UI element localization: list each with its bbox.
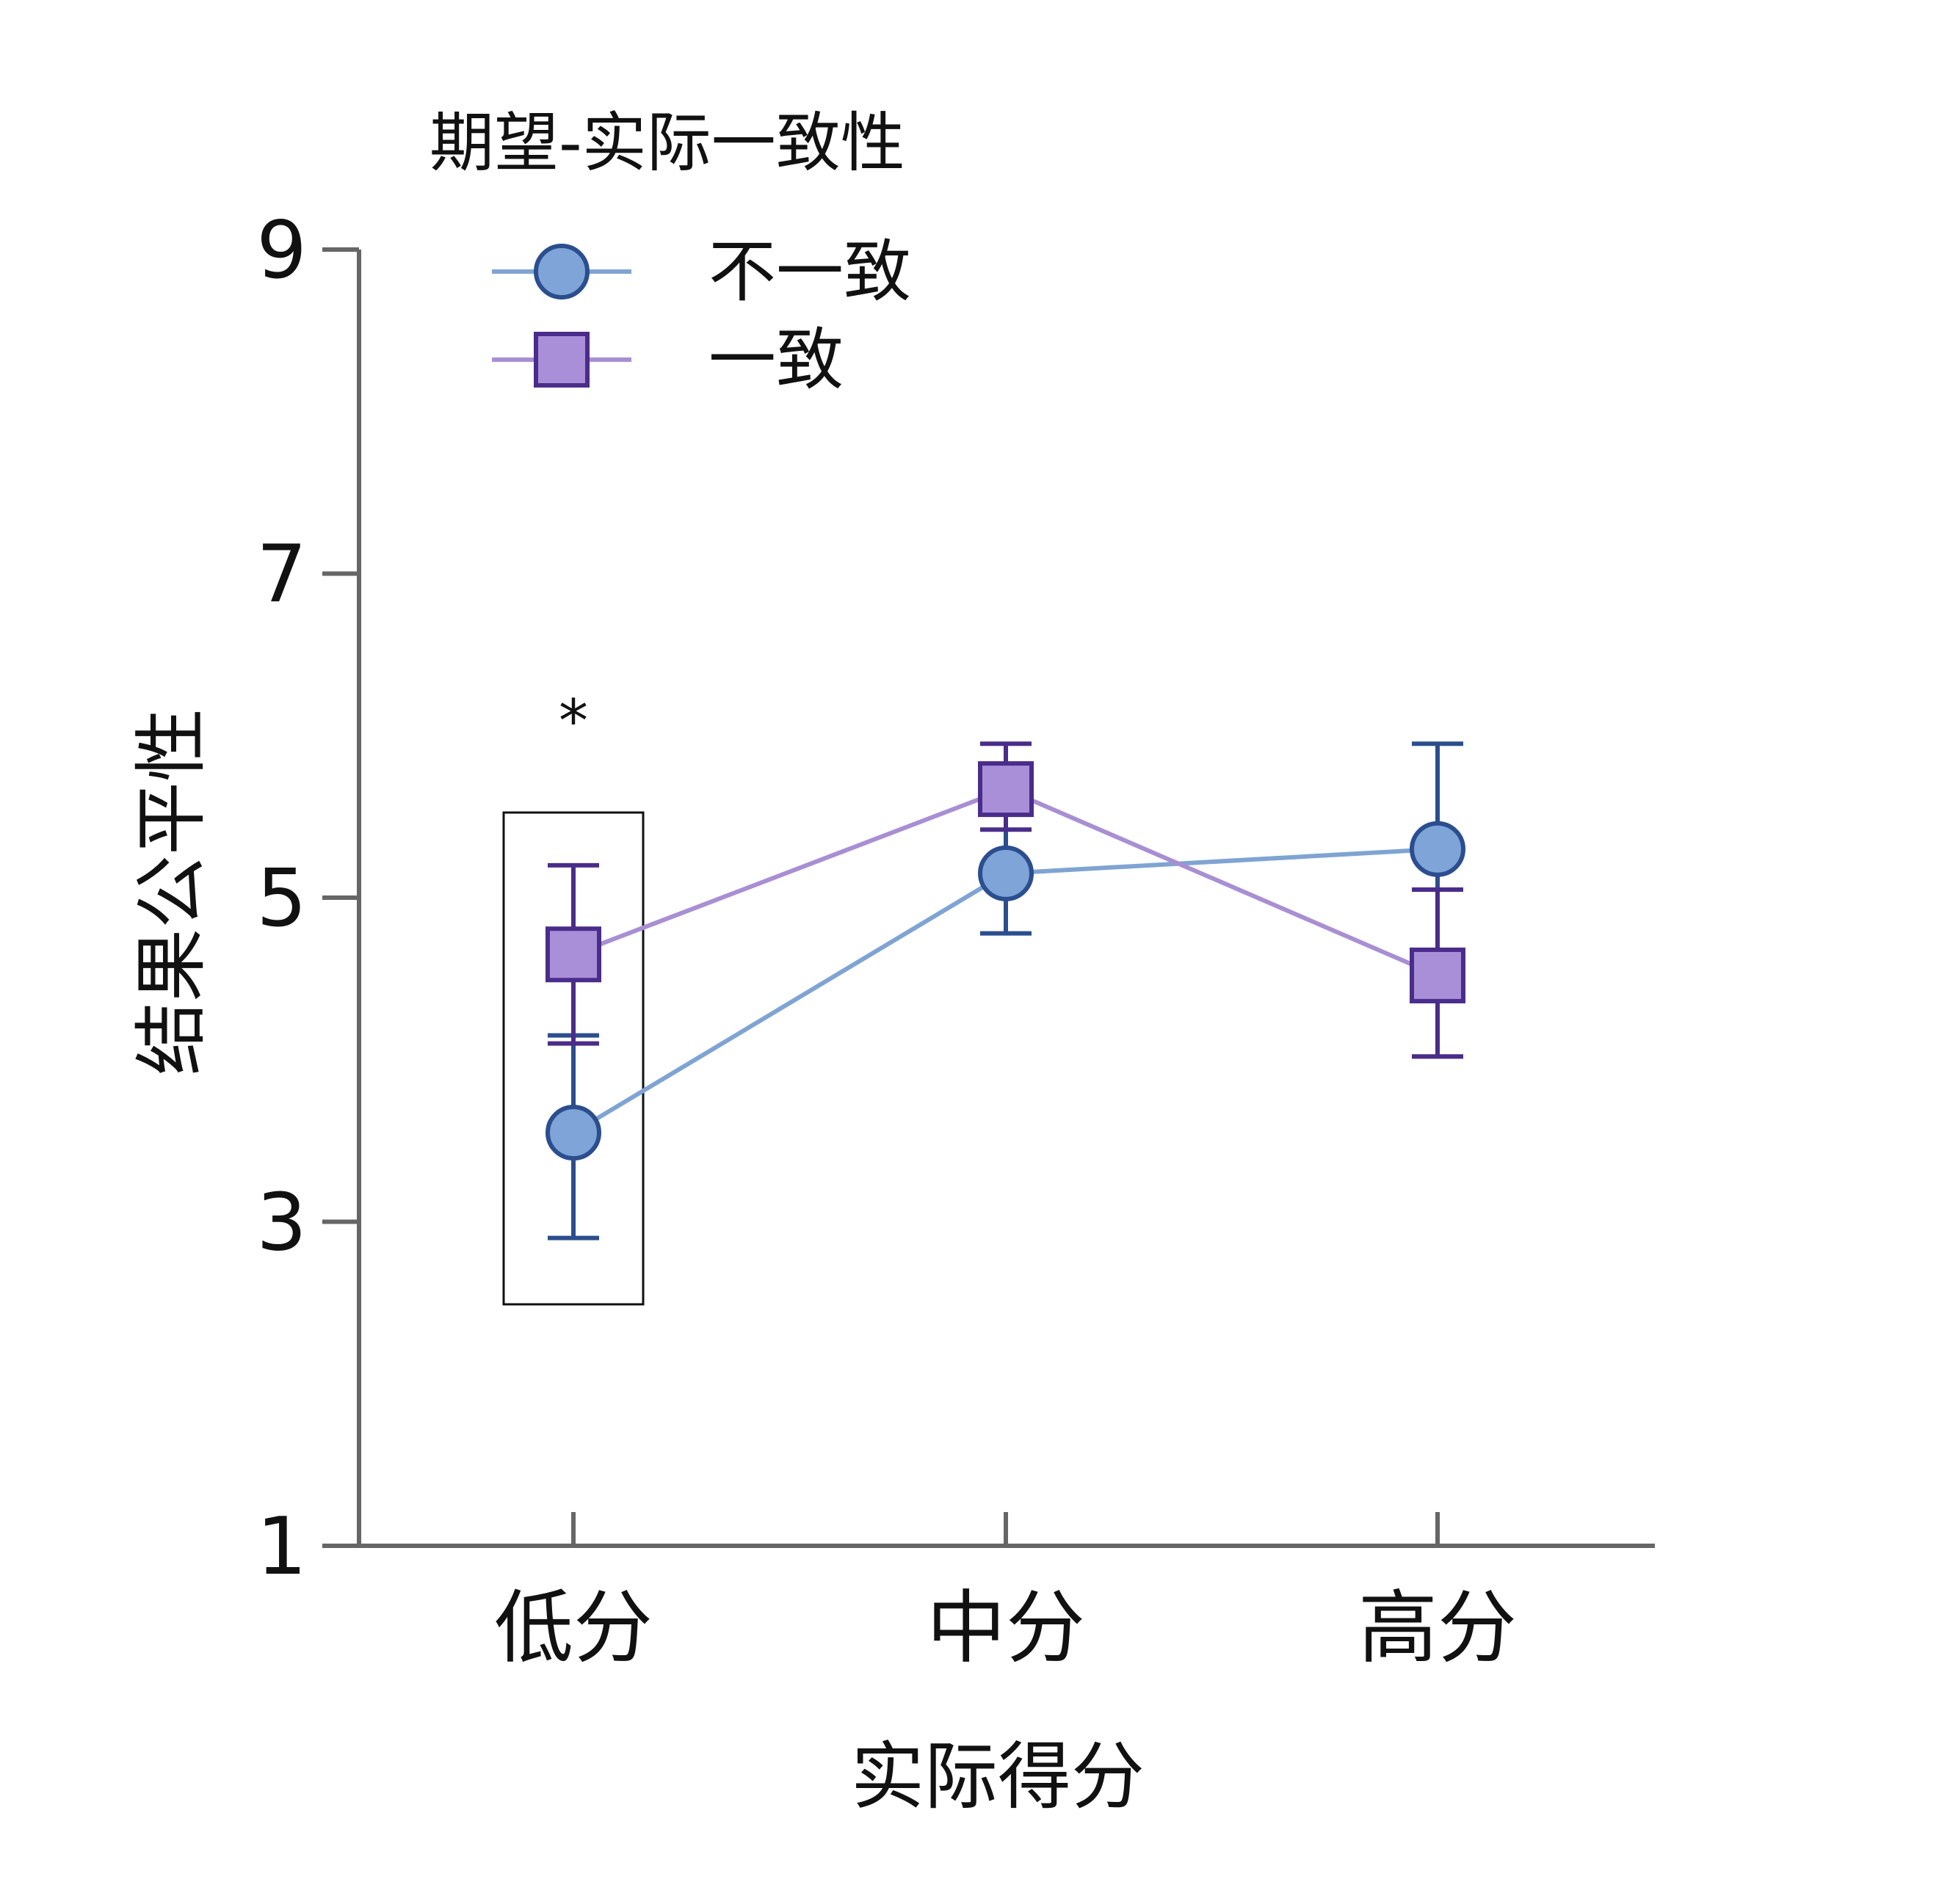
series-layer [546, 741, 1465, 1240]
legend-marker [534, 244, 590, 299]
x-tick-label: 中分 [927, 1583, 1085, 1674]
data-point [978, 761, 1034, 818]
x-tick-label: 低分 [494, 1583, 653, 1674]
highlight-box [502, 811, 645, 1306]
significance-marker: * [559, 687, 588, 755]
axes: 1 3 5 7 9 低分 中分 高分 [256, 205, 1655, 1674]
x-axis-title: 实际得分 [851, 1734, 1145, 1820]
y-tick-label: 3 [256, 1177, 307, 1269]
y-tick-label: 9 [256, 205, 307, 297]
series-markers [546, 761, 1465, 1161]
data-point [546, 1105, 601, 1161]
y-axis-title: 结果公平性 [128, 708, 214, 1075]
data-point [978, 845, 1034, 901]
data-point [1410, 821, 1465, 877]
y-tick-label: 5 [256, 853, 307, 945]
legend-label: 一致 [708, 321, 844, 399]
x-tick-label: 高分 [1358, 1583, 1517, 1674]
legend-marker [534, 332, 590, 388]
legend-label: 不一致 [708, 233, 911, 311]
y-tick-label: 7 [256, 529, 307, 621]
legend-item: 一致 [492, 321, 844, 399]
y-tick-label: 1 [256, 1501, 307, 1593]
legend-title: 期望-实际一致性 [430, 105, 905, 181]
error-bars [548, 741, 1463, 1240]
annotations: * [502, 687, 645, 1306]
data-point [1410, 947, 1465, 1003]
data-point [546, 926, 601, 983]
legend-item: 不一致 [492, 233, 911, 311]
